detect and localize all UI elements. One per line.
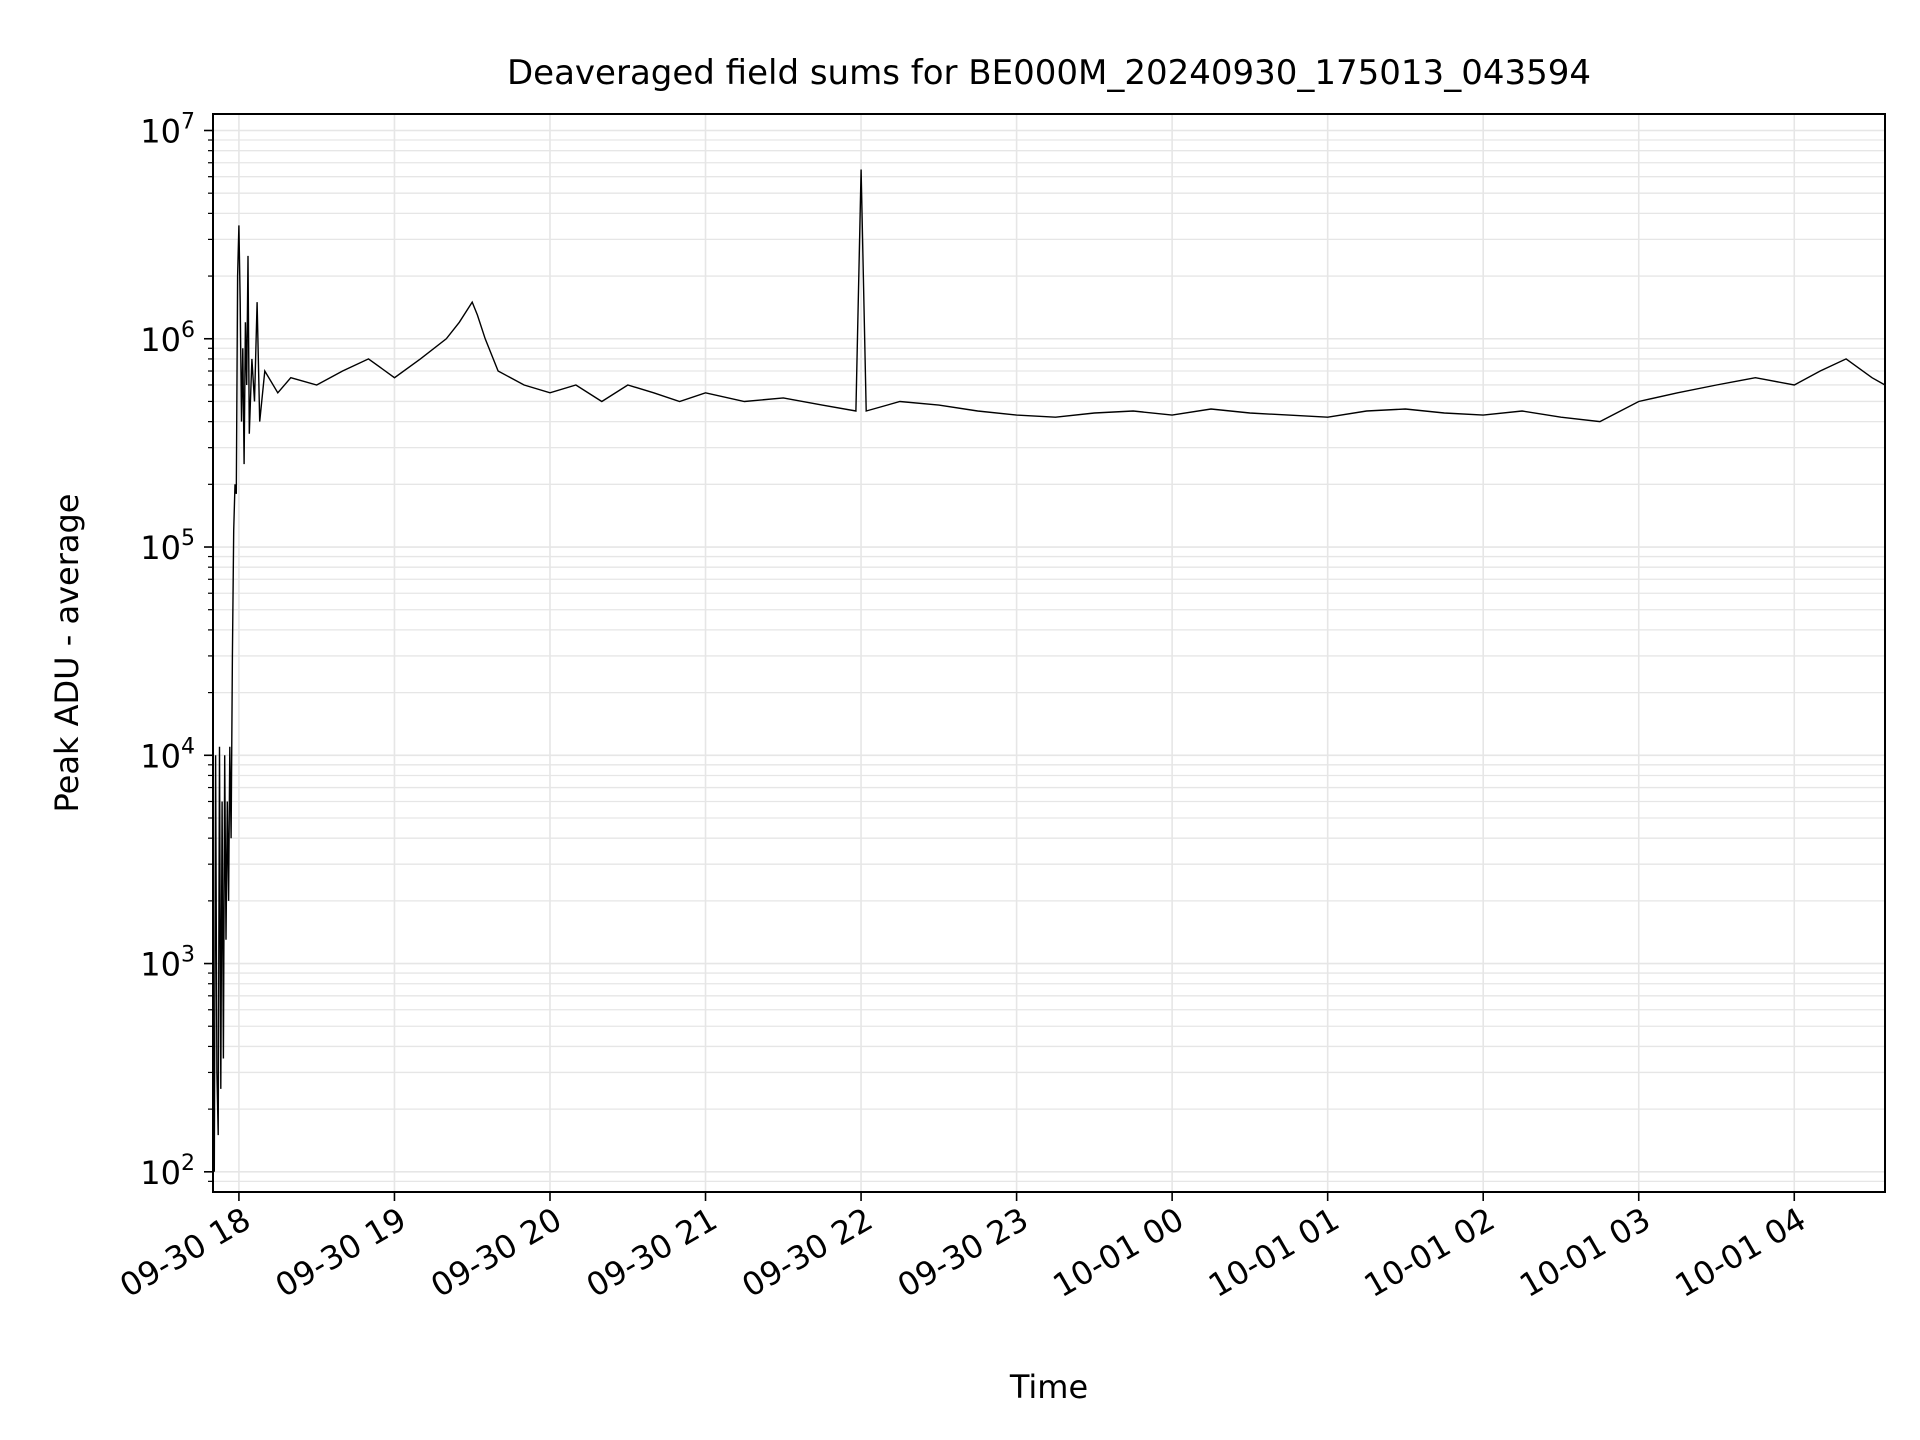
- y-tick-label: 104: [140, 734, 195, 775]
- chart-title: Deaveraged field sums for BE000M_2024093…: [507, 53, 1591, 93]
- y-axis-label: Peak ADU - average: [48, 494, 86, 813]
- y-tick-label: 105: [140, 526, 195, 567]
- y-tick-label: 106: [140, 318, 195, 359]
- y-tick-label: 102: [140, 1151, 195, 1192]
- plot-area-frame: [212, 113, 1886, 1193]
- y-tick-label: 107: [140, 109, 195, 150]
- y-tick-label: 103: [140, 943, 195, 984]
- series-line: [213, 169, 1886, 1172]
- x-axis-label: Time: [1009, 1368, 1088, 1406]
- grid-lines: [213, 114, 1885, 1192]
